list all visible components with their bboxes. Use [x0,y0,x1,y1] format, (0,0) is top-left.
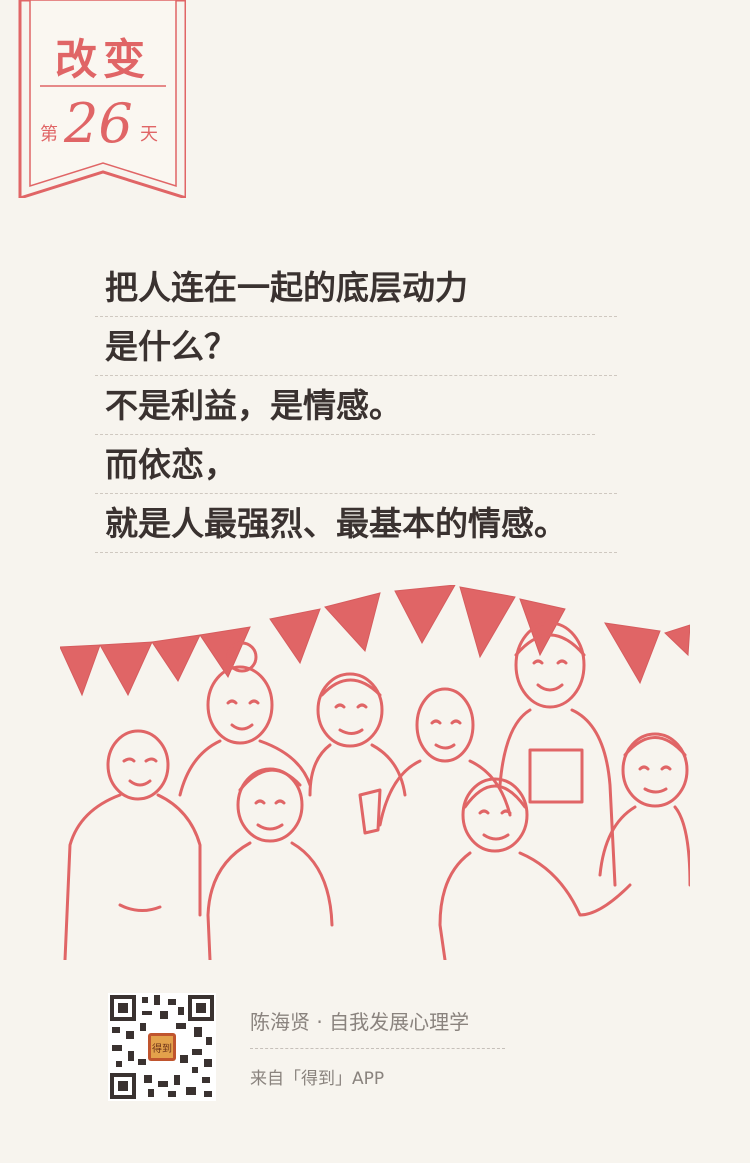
people [63,621,690,960]
badge-day-prefix: 第 [40,124,58,145]
footer-source: 来自「得到」APP [250,1069,385,1089]
qr-logo-text: 得到 [152,1043,172,1055]
day-badge: 改变 第 26 天 [0,0,186,198]
badge-day-number: 26 [64,92,133,155]
footer-divider [250,1048,505,1049]
quote-block: 把人连在一起的底层动力 是什么？ 不是利益，是情感。 而依恋， 就是人最强烈、最… [95,258,655,553]
quote-line: 而依恋， [95,435,617,494]
qr-code[interactable]: 得到 [108,993,216,1101]
quote-line: 不是利益，是情感。 [95,376,595,435]
quote-line: 就是人最强烈、最基本的情感。 [95,494,617,553]
badge-day-suffix: 天 [140,124,158,145]
party-illustration [60,585,690,960]
badge-title: 改变 [54,35,151,84]
footer-author: 陈海贤 · 自我发展心理学 [250,1010,470,1034]
quote-line: 是什么？ [95,317,617,376]
quote-line: 把人连在一起的底层动力 [95,258,617,317]
badge-frame [18,0,186,198]
bunting [60,585,690,697]
